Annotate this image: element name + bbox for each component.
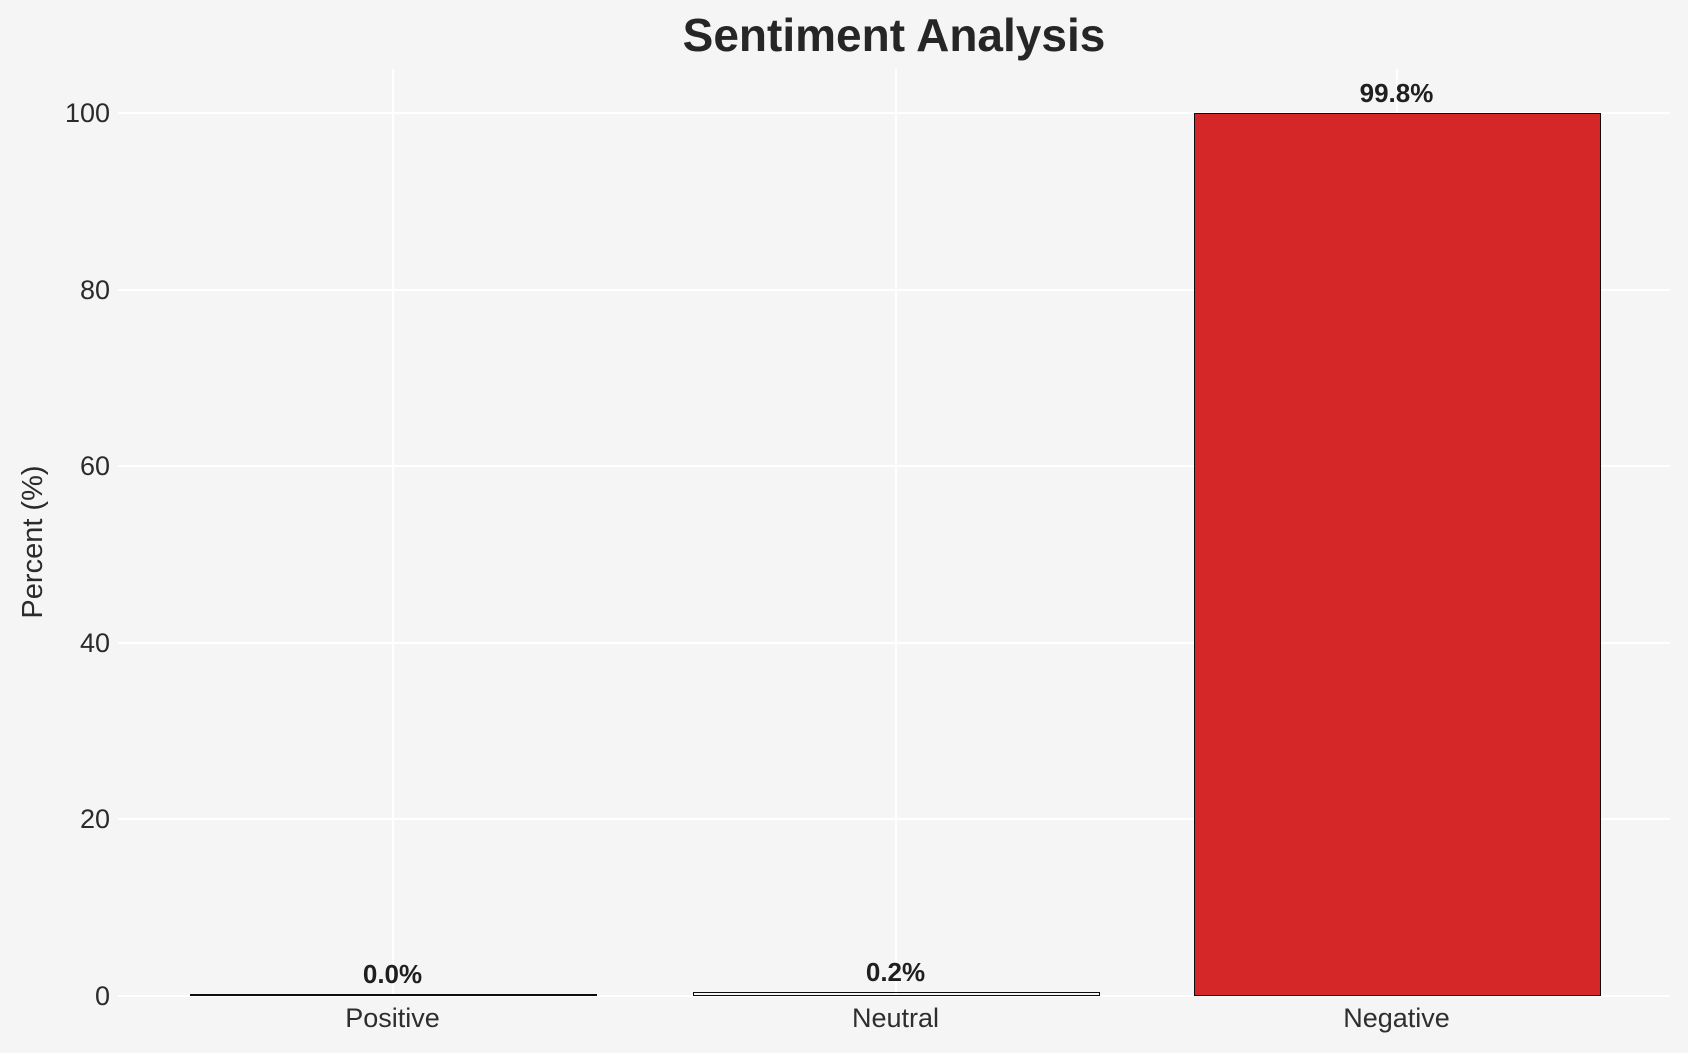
x-category-label-negative: Negative xyxy=(1343,1003,1450,1033)
gridline-horizontal xyxy=(118,112,1670,114)
gridline-horizontal xyxy=(118,995,1670,997)
y-tick-label: 80 xyxy=(79,274,110,305)
bar-positive xyxy=(190,994,597,996)
gridline-horizontal xyxy=(118,818,1670,821)
y-tick-label: 0 xyxy=(94,981,110,1011)
y-tick-label: 100 xyxy=(64,98,110,128)
gridline-vertical xyxy=(894,69,897,996)
value-label-neutral: 0.2% xyxy=(865,957,926,988)
y-tick-label: 20 xyxy=(79,804,110,835)
bar-negative xyxy=(1194,112,1601,996)
plot-area: 0.0% 0.2% 99.8% xyxy=(118,69,1670,997)
value-label-positive: 0.0% xyxy=(362,959,423,989)
chart-title: Sentiment Analysis xyxy=(682,9,1106,61)
gridline-horizontal xyxy=(118,465,1670,468)
bar-neutral xyxy=(693,992,1100,996)
gridline-vertical xyxy=(391,69,394,996)
y-tick-label: 60 xyxy=(79,451,110,482)
gridline-horizontal xyxy=(118,641,1670,644)
value-label-negative: 99.8% xyxy=(1359,77,1434,108)
x-category-label-neutral: Neutral xyxy=(851,1003,940,1033)
y-tick-label: 40 xyxy=(79,627,110,658)
gridline-horizontal xyxy=(118,288,1670,291)
x-category-label-positive: Positive xyxy=(345,1003,440,1033)
